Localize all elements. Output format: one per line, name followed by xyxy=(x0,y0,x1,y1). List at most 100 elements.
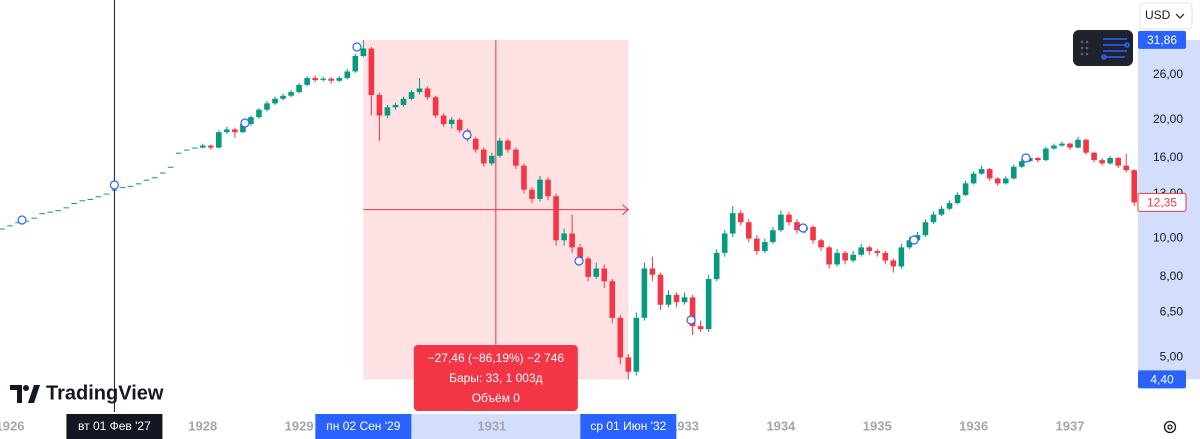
candle-body xyxy=(633,317,640,372)
candle-body xyxy=(472,138,479,150)
event-marker xyxy=(909,235,919,245)
candle-body xyxy=(729,213,736,234)
y-tick-label: 8,00 xyxy=(1160,269,1184,283)
candle-body xyxy=(1099,160,1105,164)
candle-body xyxy=(288,92,294,96)
measure-change: −27,46 (−86,19%) −2 746 xyxy=(428,351,565,365)
candle-body xyxy=(858,247,865,255)
x-tick-label: 1928 xyxy=(188,418,217,433)
x-tick-label: 1934 xyxy=(766,418,796,433)
x-tick-label: 1937 xyxy=(1056,418,1085,433)
candle-body xyxy=(818,240,824,248)
candle-body xyxy=(240,124,246,133)
candle-body xyxy=(408,92,415,99)
candle-body xyxy=(962,183,969,195)
event-marker xyxy=(109,180,120,190)
candle-body xyxy=(794,222,800,231)
candle-body xyxy=(0,228,5,230)
candle-body xyxy=(513,149,519,166)
candle-body xyxy=(368,48,375,96)
candle-body xyxy=(31,217,37,219)
candle-body xyxy=(191,147,198,149)
candle-body xyxy=(521,165,527,190)
candle-body xyxy=(665,294,672,305)
logo: TradingView xyxy=(10,382,164,404)
candle-body xyxy=(71,203,78,205)
candle-body xyxy=(376,95,383,116)
candle-body xyxy=(448,119,455,125)
candle-body xyxy=(834,252,840,265)
candle-body xyxy=(946,203,953,209)
candle-body xyxy=(296,84,302,93)
object-tree-button[interactable] xyxy=(1073,30,1133,66)
candle-body xyxy=(906,240,913,248)
candle-body xyxy=(1051,145,1057,149)
candle-body xyxy=(280,95,286,99)
candle-body xyxy=(183,149,190,151)
event-marker xyxy=(240,118,250,128)
currency-chevron xyxy=(1175,13,1185,19)
x-tick-label: 1931 xyxy=(477,418,506,433)
y-tick-label: 6,50 xyxy=(1160,305,1184,319)
candle-body xyxy=(954,194,961,204)
candle-body xyxy=(304,78,310,85)
event-marker xyxy=(352,42,362,52)
candle-body xyxy=(922,222,929,236)
candle-body xyxy=(617,317,624,358)
candle-body xyxy=(384,107,391,116)
measure-volume: Объём 0 xyxy=(472,391,521,405)
candle-body xyxy=(1075,139,1081,148)
candle-body xyxy=(778,214,784,231)
time-axis-measure-box xyxy=(580,414,677,439)
candle-body xyxy=(585,258,591,277)
candle-body xyxy=(569,233,575,248)
candle-body xyxy=(1123,165,1129,171)
candle-body xyxy=(336,78,343,81)
candle-body xyxy=(1091,152,1097,161)
time-axis-measure-label: ср 01 Июн '32 xyxy=(590,419,666,433)
candle-body xyxy=(256,109,262,118)
candle-body xyxy=(127,185,134,187)
currency-label[interactable]: USD xyxy=(1145,8,1171,22)
settings-button[interactable] xyxy=(1163,420,1177,434)
event-marker xyxy=(798,223,808,233)
candle-body xyxy=(1010,166,1017,179)
candle-body xyxy=(593,268,600,277)
candle-body xyxy=(826,247,832,265)
event-marker xyxy=(574,256,584,266)
y-tick-label: 16,00 xyxy=(1153,150,1183,164)
candle-body xyxy=(151,177,158,179)
candle-body xyxy=(440,115,447,125)
candle-body xyxy=(39,213,45,215)
candle-body xyxy=(681,297,688,303)
candle-body xyxy=(47,211,53,213)
candle-body xyxy=(481,149,487,164)
candle-body xyxy=(159,172,166,174)
candle-body xyxy=(424,88,431,98)
candle-body xyxy=(79,200,86,202)
currency-button-bg[interactable] xyxy=(1139,2,1193,30)
candle-body xyxy=(978,169,985,174)
axes: 26,0020,0016,0013,0010,008,006,505,0031,… xyxy=(0,30,1200,439)
candle-body xyxy=(392,104,399,108)
event-marker xyxy=(462,130,472,140)
candle-body xyxy=(890,260,897,267)
candle-body xyxy=(143,179,150,181)
candle-body xyxy=(328,78,335,81)
currency-button[interactable]: USD xyxy=(1139,2,1193,30)
x-tick-label: 1936 xyxy=(959,418,988,433)
candle-body xyxy=(673,294,680,303)
candle-body xyxy=(224,129,230,133)
candle-body xyxy=(657,274,664,305)
candle-body xyxy=(232,129,238,133)
candle-body xyxy=(55,210,62,212)
candle-body xyxy=(553,196,559,241)
candle-body xyxy=(95,196,102,198)
measure-arrow xyxy=(622,204,630,215)
logo-icon-dot xyxy=(23,385,29,391)
candle-body xyxy=(537,179,543,199)
candle-body xyxy=(601,268,608,282)
candle-body xyxy=(737,213,744,223)
